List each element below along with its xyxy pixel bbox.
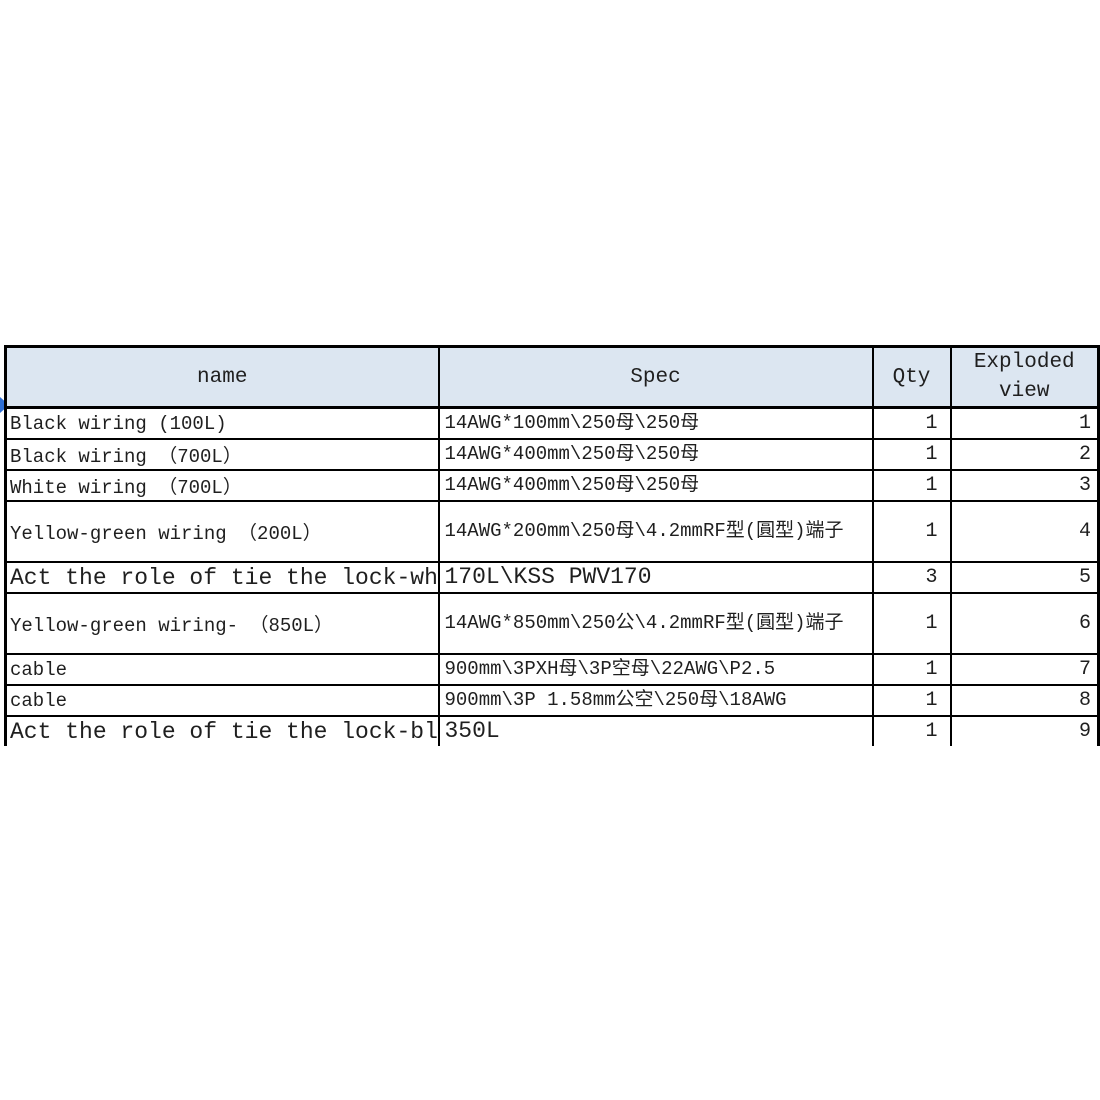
cell-exploded-view: 1	[949, 406, 1100, 440]
cell-qty: 3	[871, 561, 952, 594]
cell-exploded-view: 2	[949, 438, 1100, 471]
cell-spec: 14AWG*850mm\250公\4.2mmRF型(圓型)端子	[437, 592, 874, 655]
cell-spec: 14AWG*100mm\250母\250母	[437, 406, 874, 440]
cell-name: Act the role of tie the lock-bl	[4, 715, 440, 746]
table-row: White wiring （700L） 14AWG*400mm\250母\250…	[4, 469, 1100, 502]
cell-spec: 14AWG*200mm\250母\4.2mmRF型(圓型)端子	[437, 500, 874, 563]
parts-table: name Spec Qty Exploded view Black wiring…	[4, 345, 1100, 746]
cell-name: Yellow-green wiring （200L）	[4, 500, 440, 563]
cell-qty: 1	[871, 406, 952, 440]
cell-exploded-view: 6	[949, 592, 1100, 655]
cell-spec: 900mm\3PXH母\3P空母\22AWG\P2.5	[437, 653, 874, 686]
column-header-name: name	[4, 345, 440, 409]
table-header-row: name Spec Qty Exploded view	[4, 345, 1100, 409]
cell-qty: 1	[871, 438, 952, 471]
cell-name: Black wiring （700L）	[4, 438, 440, 471]
column-header-exploded-view: Exploded view	[949, 345, 1100, 409]
cell-name: Black wiring (100L)	[4, 406, 440, 440]
cell-exploded-view: 9	[949, 715, 1100, 746]
table-row: Black wiring （700L） 14AWG*400mm\250母\250…	[4, 438, 1100, 471]
cell-qty: 1	[871, 684, 952, 717]
cell-spec: 14AWG*400mm\250母\250母	[437, 469, 874, 502]
cell-exploded-view: 8	[949, 684, 1100, 717]
cell-name: White wiring （700L）	[4, 469, 440, 502]
table-row: Black wiring (100L) 14AWG*100mm\250母\250…	[4, 406, 1100, 440]
cell-exploded-view: 4	[949, 500, 1100, 563]
table-row: cable 900mm\3P 1.58mm公空\250母\18AWG 1 8	[4, 684, 1100, 717]
cell-name: cable	[4, 653, 440, 686]
cell-qty: 1	[871, 500, 952, 563]
cell-exploded-view: 5	[949, 561, 1100, 594]
cell-qty: 1	[871, 469, 952, 502]
cell-spec: 900mm\3P 1.58mm公空\250母\18AWG	[437, 684, 874, 717]
table-row: Act the role of tie the lock-wh 170L\KSS…	[4, 561, 1100, 594]
table-row: Act the role of tie the lock-bl 350L 1 9	[4, 715, 1100, 746]
cell-qty: 1	[871, 653, 952, 686]
table-row: cable 900mm\3PXH母\3P空母\22AWG\P2.5 1 7	[4, 653, 1100, 686]
cell-exploded-view: 3	[949, 469, 1100, 502]
table-row: Yellow-green wiring- （850L） 14AWG*850mm\…	[4, 592, 1100, 655]
column-header-qty: Qty	[871, 345, 952, 409]
cell-exploded-view: 7	[949, 653, 1100, 686]
cell-qty: 1	[871, 592, 952, 655]
cell-name: cable	[4, 684, 440, 717]
cell-name: Act the role of tie the lock-wh	[4, 561, 440, 594]
cell-qty: 1	[871, 715, 952, 746]
cell-spec: 14AWG*400mm\250母\250母	[437, 438, 874, 471]
cell-spec: 350L	[437, 715, 874, 746]
cell-name: Yellow-green wiring- （850L）	[4, 592, 440, 655]
table-row: Yellow-green wiring （200L） 14AWG*200mm\2…	[4, 500, 1100, 563]
column-header-spec: Spec	[437, 345, 874, 409]
cell-spec: 170L\KSS PWV170	[437, 561, 874, 594]
